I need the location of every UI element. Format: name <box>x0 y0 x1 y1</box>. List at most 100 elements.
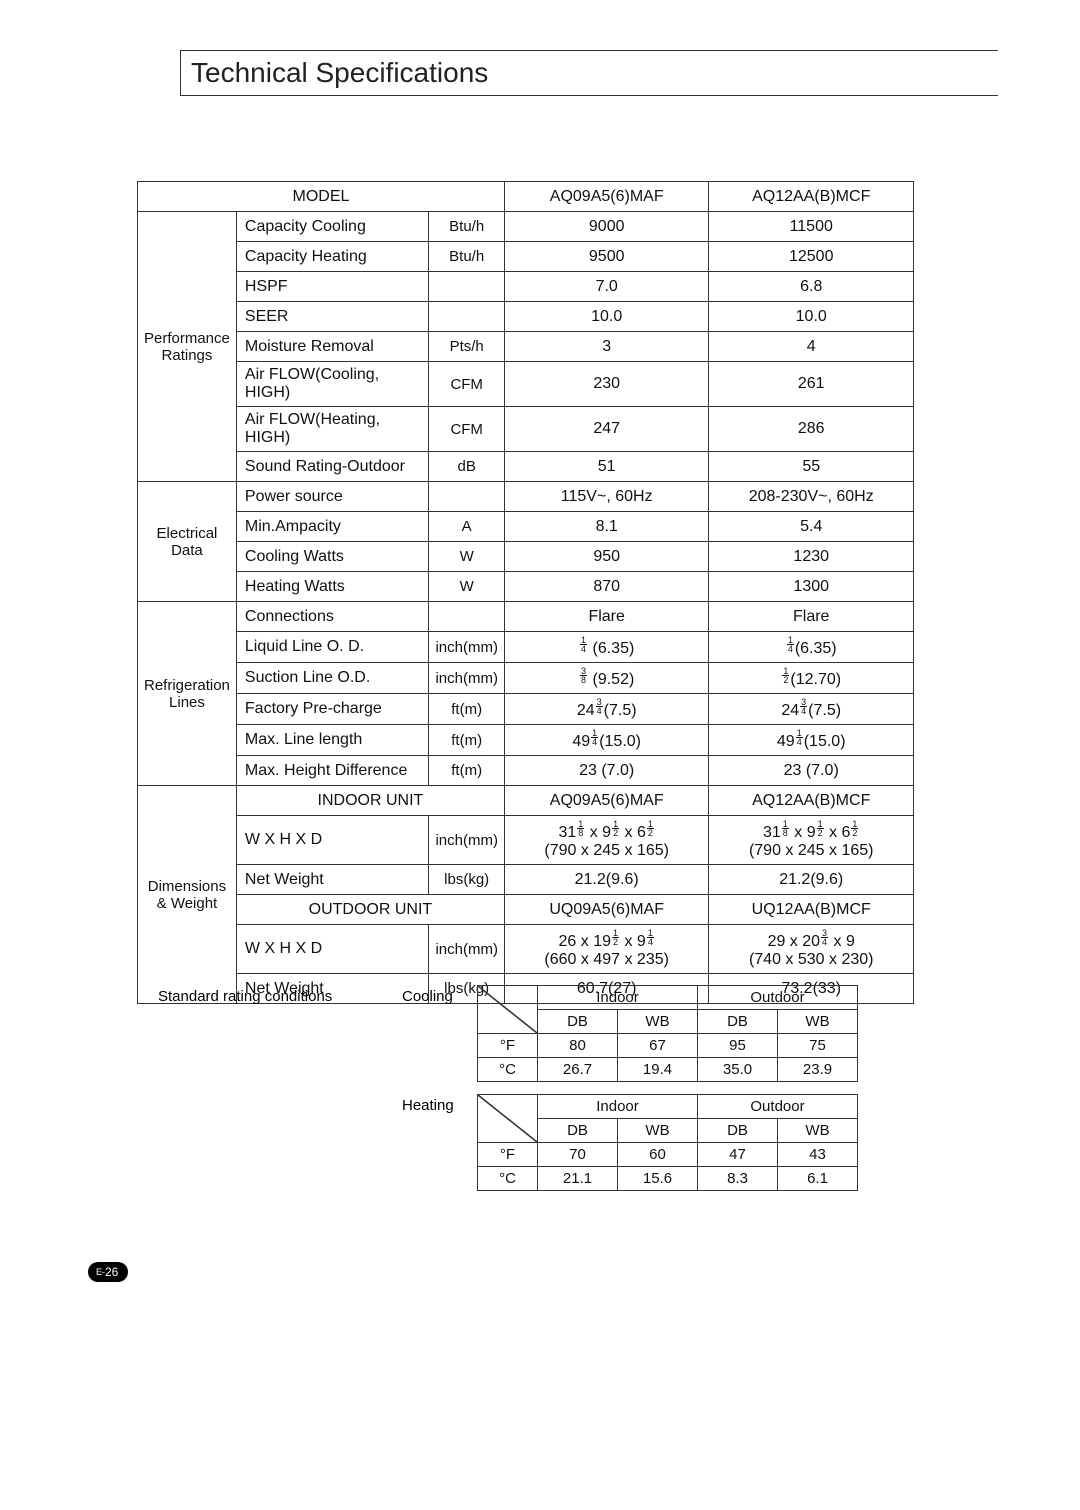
spec-cell: Air FLOW(Cooling, HIGH) <box>236 362 429 407</box>
unit-cell <box>429 602 505 632</box>
diag-cell <box>478 1095 538 1143</box>
unit-cell: Btu/h <box>429 212 505 242</box>
unit-cell <box>429 482 505 512</box>
value-a-cell: 23 (7.0) <box>504 756 709 786</box>
spec-cell: Capacity Heating <box>236 242 429 272</box>
spec-cell: Liquid Line O. D. <box>236 632 429 663</box>
model-a-cell: UQ09A5(6)MAF <box>504 895 709 925</box>
spec-cell: HSPF <box>236 272 429 302</box>
indoor-header: Indoor <box>538 986 698 1010</box>
value-cell: 21.1 <box>538 1167 618 1191</box>
cooling-table: IndoorOutdoorDBWBDBWB°F80679575°C26.719.… <box>477 985 858 1082</box>
spec-cell: Heating Watts <box>236 572 429 602</box>
db-header: DB <box>698 1010 778 1034</box>
category-cell: ElectricalData <box>138 482 237 602</box>
unit-cell: W <box>429 572 505 602</box>
value-a-cell: 7.0 <box>504 272 709 302</box>
unit-cell: inch(mm) <box>429 632 505 663</box>
value-b-cell: 55 <box>709 452 914 482</box>
value-b-cell: 1230 <box>709 542 914 572</box>
value-a-cell: 3 <box>504 332 709 362</box>
table-row: RefrigerationLinesConnectionsFlareFlare <box>138 602 914 632</box>
value-b-cell: 11500 <box>709 212 914 242</box>
table-row: Factory Pre-chargeft(m)2434(7.5)2434(7.5… <box>138 694 914 725</box>
diag-cell <box>478 986 538 1034</box>
table-row: Sound Rating-OutdoordB5155 <box>138 452 914 482</box>
value-b-cell: 10.0 <box>709 302 914 332</box>
value-a-cell: 950 <box>504 542 709 572</box>
unit-c: °C <box>478 1058 538 1082</box>
value-a-cell: 4914(15.0) <box>504 725 709 756</box>
value-b-cell: 12500 <box>709 242 914 272</box>
value-a-cell: 51 <box>504 452 709 482</box>
spec-cell: SEER <box>236 302 429 332</box>
unit-cell: Btu/h <box>429 242 505 272</box>
cooling-label: Cooling <box>402 985 477 1005</box>
db-header: DB <box>538 1119 618 1143</box>
spec-cell: Min.Ampacity <box>236 512 429 542</box>
wb-header: WB <box>618 1119 698 1143</box>
db-header: DB <box>698 1119 778 1143</box>
spec-table: MODEL AQ09A5(6)MAF AQ12AA(B)MCF Performa… <box>137 181 914 1004</box>
wb-header: WB <box>618 1010 698 1034</box>
value-b-cell: 4914(15.0) <box>709 725 914 756</box>
value-b-cell: 29 x 2034 x 9(740 x 530 x 230) <box>709 925 914 974</box>
value-b-cell: 3118 x 912 x 612(790 x 245 x 165) <box>709 816 914 865</box>
value-cell: 80 <box>538 1034 618 1058</box>
value-a-cell: 230 <box>504 362 709 407</box>
value-a-cell: 3118 x 912 x 612(790 x 245 x 165) <box>504 816 709 865</box>
category-cell: PerformanceRatings <box>138 212 237 482</box>
value-b-cell: 12(12.70) <box>709 663 914 694</box>
unit-cell: CFM <box>429 362 505 407</box>
spec-cell: Net Weight <box>236 865 429 895</box>
unit-f: °F <box>478 1143 538 1167</box>
table-row: SEER10.010.0 <box>138 302 914 332</box>
table-row: Cooling WattsW9501230 <box>138 542 914 572</box>
value-a-cell: 38 (9.52) <box>504 663 709 694</box>
unit-cell: W <box>429 542 505 572</box>
wb-header: WB <box>778 1119 858 1143</box>
value-cell: 43 <box>778 1143 858 1167</box>
value-a-cell: 14 (6.35) <box>504 632 709 663</box>
value-cell: 70 <box>538 1143 618 1167</box>
spec-cell: Max. Line length <box>236 725 429 756</box>
value-a-cell: 9500 <box>504 242 709 272</box>
value-a-cell: 8.1 <box>504 512 709 542</box>
spec-cell: Connections <box>236 602 429 632</box>
spec-cell: Sound Rating-Outdoor <box>236 452 429 482</box>
value-cell: 23.9 <box>778 1058 858 1082</box>
value-a-cell: Flare <box>504 602 709 632</box>
value-b-cell: Flare <box>709 602 914 632</box>
table-row: W X H X Dinch(mm)3118 x 912 x 612(790 x … <box>138 816 914 865</box>
value-b-cell: 208-230V~, 60Hz <box>709 482 914 512</box>
table-row: Heating WattsW8701300 <box>138 572 914 602</box>
unit-cell: dB <box>429 452 505 482</box>
spec-cell: Air FLOW(Heating, HIGH) <box>236 407 429 452</box>
table-row: Air FLOW(Heating, HIGH)CFM247286 <box>138 407 914 452</box>
unit-cell: ft(m) <box>429 756 505 786</box>
value-cell: 8.3 <box>698 1167 778 1191</box>
value-cell: 95 <box>698 1034 778 1058</box>
heating-conditions-row: Heating IndoorOutdoorDBWBDBWB°F70604743°… <box>158 1094 914 1191</box>
value-cell: 15.6 <box>618 1167 698 1191</box>
unit-cell: A <box>429 512 505 542</box>
table-row: W X H X Dinch(mm)26 x 1912 x 914(660 x 4… <box>138 925 914 974</box>
db-header: DB <box>538 1010 618 1034</box>
unit-cell: ft(m) <box>429 725 505 756</box>
subheader-row: Dimensions& WeightINDOOR UNITAQ09A5(6)MA… <box>138 786 914 816</box>
spec-cell: Moisture Removal <box>236 332 429 362</box>
conditions-block: Standard rating conditions Cooling Indoo… <box>158 985 914 1203</box>
unit-cell: inch(mm) <box>429 816 505 865</box>
model-b-cell: AQ12AA(B)MCF <box>709 786 914 816</box>
spec-cell: Cooling Watts <box>236 542 429 572</box>
table-row: Max. Line lengthft(m)4914(15.0)4914(15.0… <box>138 725 914 756</box>
unit-cell: inch(mm) <box>429 663 505 694</box>
table-row: Suction Line O.D.inch(mm)38 (9.52)12(12.… <box>138 663 914 694</box>
wb-header: WB <box>778 1010 858 1034</box>
spec-cell: Power source <box>236 482 429 512</box>
unit-cell: Pts/h <box>429 332 505 362</box>
value-b-cell: 1300 <box>709 572 914 602</box>
model-a-cell: AQ09A5(6)MAF <box>504 786 709 816</box>
spec-cell: Factory Pre-charge <box>236 694 429 725</box>
value-b-cell: 5.4 <box>709 512 914 542</box>
